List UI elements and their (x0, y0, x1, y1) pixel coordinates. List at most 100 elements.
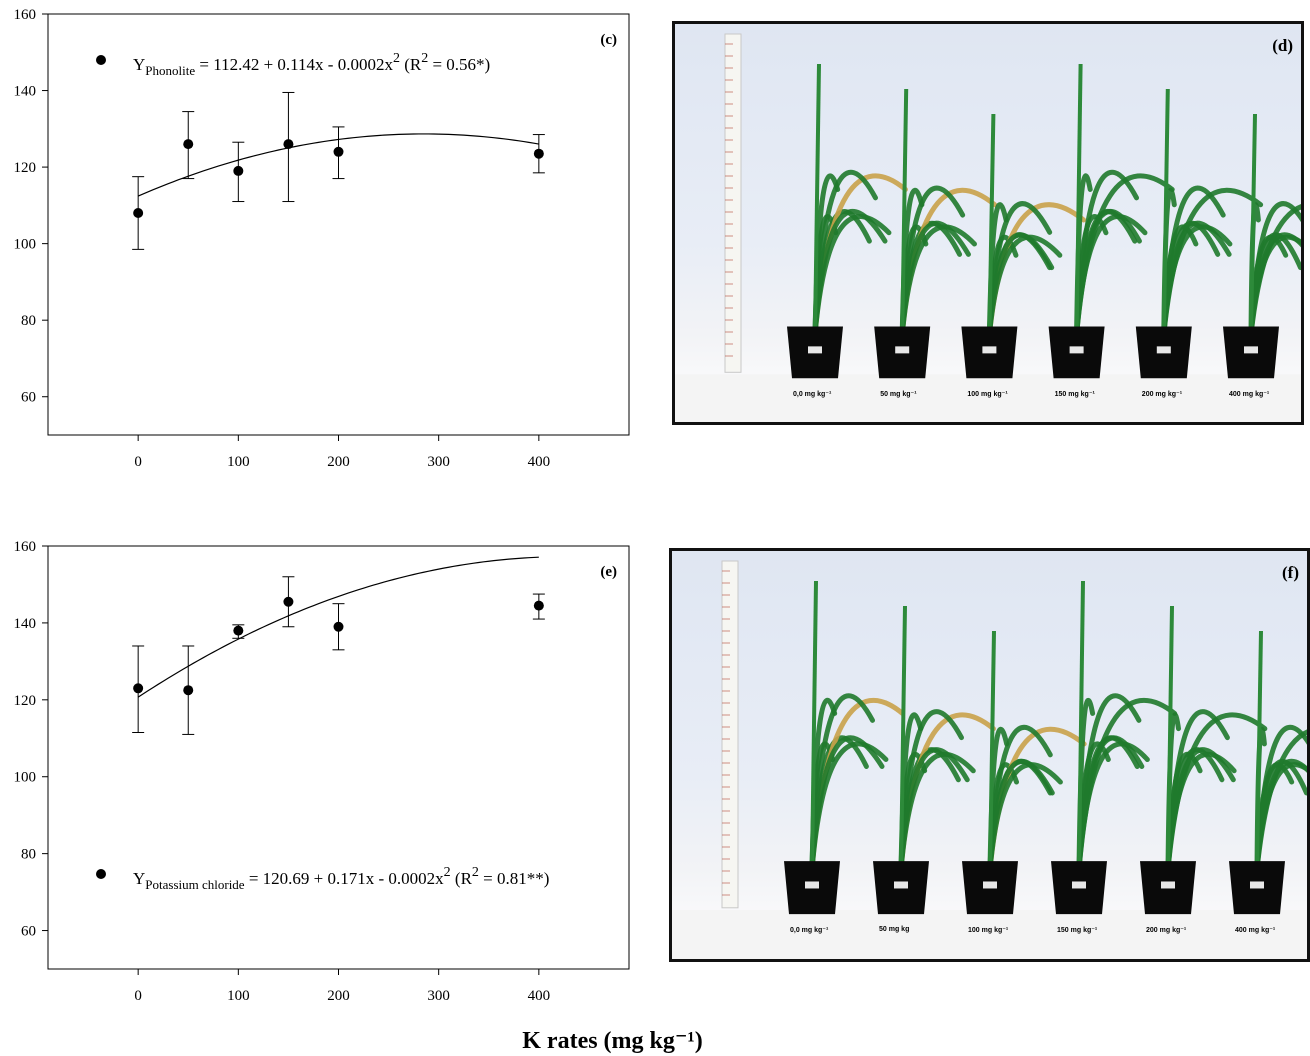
pot-rate-label: 100 mg kg⁻¹ (968, 927, 1009, 935)
y-tick-label: 80 (21, 847, 36, 863)
maize-leaf (809, 735, 885, 872)
data-point (233, 625, 244, 636)
data-point (533, 148, 544, 159)
shelf (672, 910, 1307, 959)
x-tick-label: 200 (327, 988, 350, 1004)
pot-rate-label: 150 mg kg⁻¹ (1057, 927, 1098, 935)
maize-leaf (1165, 747, 1225, 872)
maize-stem (1161, 88, 1170, 335)
maize-leaf (987, 758, 1055, 872)
legend-r2-open: (R (451, 869, 473, 888)
pot-tag (982, 346, 997, 354)
panel-label: (c) (600, 32, 617, 48)
maize-stem (810, 580, 818, 870)
legend-r2-close: = 0.56*) (428, 55, 490, 74)
maize-leaf (1076, 735, 1140, 872)
y-tick-label: 160 (14, 539, 37, 555)
pot-tag (808, 346, 822, 354)
plot-frame (47, 13, 630, 436)
pot-rate-label: 0,0 mg kg⁻¹ (790, 927, 829, 935)
maize-stem (900, 88, 909, 335)
shelf (675, 374, 1301, 422)
x-tick-label: 100 (227, 454, 250, 470)
y-tick-label: 120 (14, 693, 37, 709)
maize-leaf (898, 747, 970, 872)
legend-r2-close: = 0.81**) (479, 869, 550, 888)
data-point (183, 685, 194, 696)
pot-rate-label: 150 mg kg⁻¹ (1054, 391, 1095, 399)
maize-stem (813, 63, 821, 335)
pot-rate-label: 0,0 mg kg⁻¹ (793, 391, 832, 399)
legend-subscript: Phonolite (145, 63, 195, 78)
fit-curve (137, 556, 539, 698)
legend-prefix: Y (133, 55, 145, 74)
x-tick-label: 200 (327, 454, 350, 470)
x-axis-title: K rates (mg kg⁻¹) (522, 1028, 703, 1054)
maize-stem (988, 630, 996, 870)
y-tick-label: 80 (21, 313, 36, 329)
maize-leaf (812, 209, 888, 337)
x-tick-label: 0 (134, 988, 142, 1004)
panel-label-d: (d) (1272, 36, 1293, 55)
maize-leaf (986, 232, 1055, 337)
pot-rate-label: 400 mg kg⁻¹ (1235, 927, 1276, 935)
pot-tag (894, 881, 908, 889)
y-tick-label: 60 (21, 390, 36, 406)
legend-marker (96, 869, 106, 879)
x-tick-label: 0 (134, 454, 142, 470)
legend-equation: YPotassium chloride = 120.69 + 0.171x - … (133, 865, 549, 892)
data-point (233, 165, 244, 176)
x-tick-label: 300 (427, 988, 450, 1004)
pot-rate-label: 400 mg kg⁻¹ (1229, 391, 1270, 399)
pot-tag (1250, 881, 1264, 889)
maize-leaf (1161, 220, 1221, 337)
y-tick-label: 140 (14, 84, 37, 100)
pot-tag (1069, 346, 1084, 354)
maize-leaf (1248, 232, 1301, 337)
maize-leaf (899, 220, 971, 337)
legend-sup: 2 (393, 51, 400, 66)
x-tick-label: 400 (528, 988, 551, 1004)
data-point (133, 683, 144, 694)
photo-illustration (675, 33, 1301, 422)
data-point (333, 146, 344, 157)
pot-rate-label: 50 mg kg (879, 926, 910, 934)
legend-equation: = 120.69 + 0.171x - 0.0002x (245, 869, 445, 888)
pot-tag (805, 881, 819, 889)
y-tick-label: 140 (14, 616, 37, 632)
x-tick-label: 100 (227, 988, 250, 1004)
y-tick-label: 60 (21, 924, 36, 940)
data-point (133, 208, 144, 219)
y-tick-label: 100 (14, 770, 37, 786)
data-point (333, 621, 344, 632)
data-point (283, 139, 294, 150)
pot-tag (1244, 346, 1258, 354)
chart-panel-c: 60 80 100 120 140 160 0 100 200 300 400 (c) YPhonoli… (14, 7, 630, 470)
data-point (183, 139, 194, 150)
data-point (283, 596, 294, 607)
maize-stem (1074, 63, 1083, 335)
pot-rate-label: 100 mg kg⁻¹ (967, 391, 1008, 399)
panel-label: (e) (600, 564, 617, 580)
pot-rate-label: 50 mg kg⁻¹ (880, 391, 917, 399)
legend-subscript: Potassium chloride (145, 877, 245, 892)
y-tick-label: 120 (14, 160, 37, 176)
legend-r2-open: (R (400, 55, 422, 74)
pot-tag (1161, 881, 1175, 889)
legend-marker (96, 55, 106, 65)
legend-equation: YPhonolite = 112.42 + 0.114x - 0.0002x2 … (133, 51, 490, 78)
maize-stem (987, 113, 996, 335)
x-tick-label: 400 (528, 454, 551, 470)
maize-leaf (1074, 209, 1138, 337)
y-tick-label: 160 (14, 7, 37, 23)
pot-tag (895, 346, 910, 354)
legend-equation: = 112.42 + 0.114x - 0.0002x (195, 55, 393, 74)
maize-stem (1249, 113, 1257, 335)
maize-stem (1255, 630, 1263, 870)
maize-stem (1166, 605, 1174, 870)
panel-label-f: (f) (1282, 563, 1299, 582)
legend-sup: 2 (444, 865, 451, 880)
pot-rate-label: 200 mg kg⁻¹ (1146, 927, 1187, 935)
pot-tag (983, 881, 997, 889)
